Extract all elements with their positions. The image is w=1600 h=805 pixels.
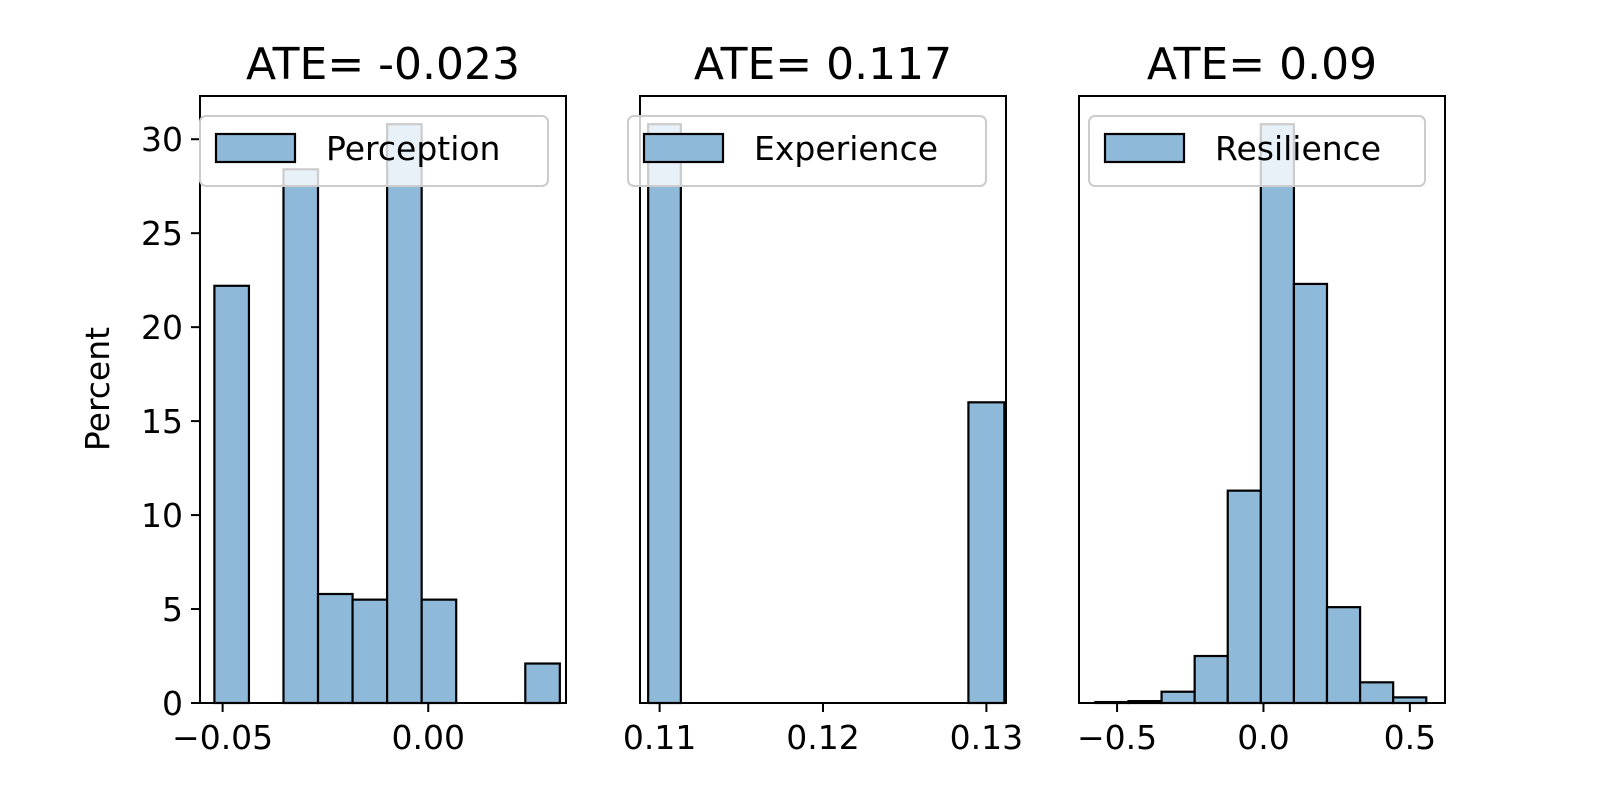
y-axis-label: Percent bbox=[78, 327, 117, 451]
legend-label: Experience bbox=[754, 129, 938, 168]
histogram-bar bbox=[1325, 606, 1362, 705]
subplot-1: −0.05 0.00 0 5 10 15 20 25 30 ATE= -0.023 Percepti… bbox=[141, 39, 567, 757]
axes-frame bbox=[1078, 95, 1446, 704]
histogram-bar bbox=[420, 598, 458, 705]
legend-swatch bbox=[214, 132, 297, 164]
subplot-2: 0.11 0.12 0.13 ATE= 0.117 Experience bbox=[623, 39, 1023, 757]
subplot-title: ATE= -0.023 bbox=[246, 39, 520, 90]
histogram-bar bbox=[647, 123, 682, 705]
histogram-bar bbox=[1259, 123, 1296, 705]
histogram-bar bbox=[967, 401, 1006, 705]
x-tick-label: −0.5 bbox=[1077, 718, 1157, 757]
histogram-bar bbox=[1193, 654, 1229, 705]
histogram-bar bbox=[351, 598, 389, 705]
legend-swatch bbox=[1103, 132, 1186, 164]
y-tick-label: 20 bbox=[141, 308, 183, 347]
x-tick-label: 0.12 bbox=[786, 718, 859, 757]
y-tick-label: 5 bbox=[162, 590, 183, 629]
histogram-bar bbox=[1292, 282, 1329, 705]
x-tick-label: 0.00 bbox=[391, 718, 464, 757]
y-tick-label: 30 bbox=[141, 120, 183, 159]
legend: Experience bbox=[627, 115, 987, 187]
histogram-bar bbox=[1160, 690, 1196, 705]
x-tick-label: 0.5 bbox=[1384, 718, 1436, 757]
histogram-bar bbox=[524, 662, 561, 705]
y-tick-label: 10 bbox=[141, 496, 183, 535]
x-tick-label: −0.05 bbox=[172, 718, 273, 757]
histogram-bar bbox=[1358, 681, 1395, 705]
subplot-title: ATE= 0.09 bbox=[1147, 39, 1377, 90]
histogram-bar bbox=[1226, 489, 1262, 705]
axes-frame bbox=[639, 95, 1007, 704]
legend-swatch bbox=[642, 132, 725, 164]
y-tick-label: 15 bbox=[141, 402, 183, 441]
y-tick-label: 0 bbox=[162, 684, 183, 723]
y-tick-label: 25 bbox=[141, 214, 183, 253]
legend-label: Resilience bbox=[1215, 129, 1381, 168]
legend-label: Perception bbox=[326, 129, 500, 168]
subplot-title: ATE= 0.117 bbox=[694, 39, 952, 90]
legend: Resilience bbox=[1088, 115, 1426, 187]
subplot-3: −0.5 0.0 0.5 ATE= 0.09 Resilience bbox=[1077, 39, 1446, 757]
axes-frame bbox=[199, 95, 567, 704]
histogram-bar bbox=[282, 168, 320, 705]
x-tick-label: 0.13 bbox=[950, 718, 1023, 757]
histogram-bar bbox=[316, 592, 354, 705]
legend: Perception bbox=[199, 115, 549, 187]
histogram-bar bbox=[386, 123, 423, 705]
x-tick-label: 0.11 bbox=[623, 718, 696, 757]
histogram-bar bbox=[213, 284, 251, 705]
x-tick-label: 0.0 bbox=[1237, 718, 1289, 757]
